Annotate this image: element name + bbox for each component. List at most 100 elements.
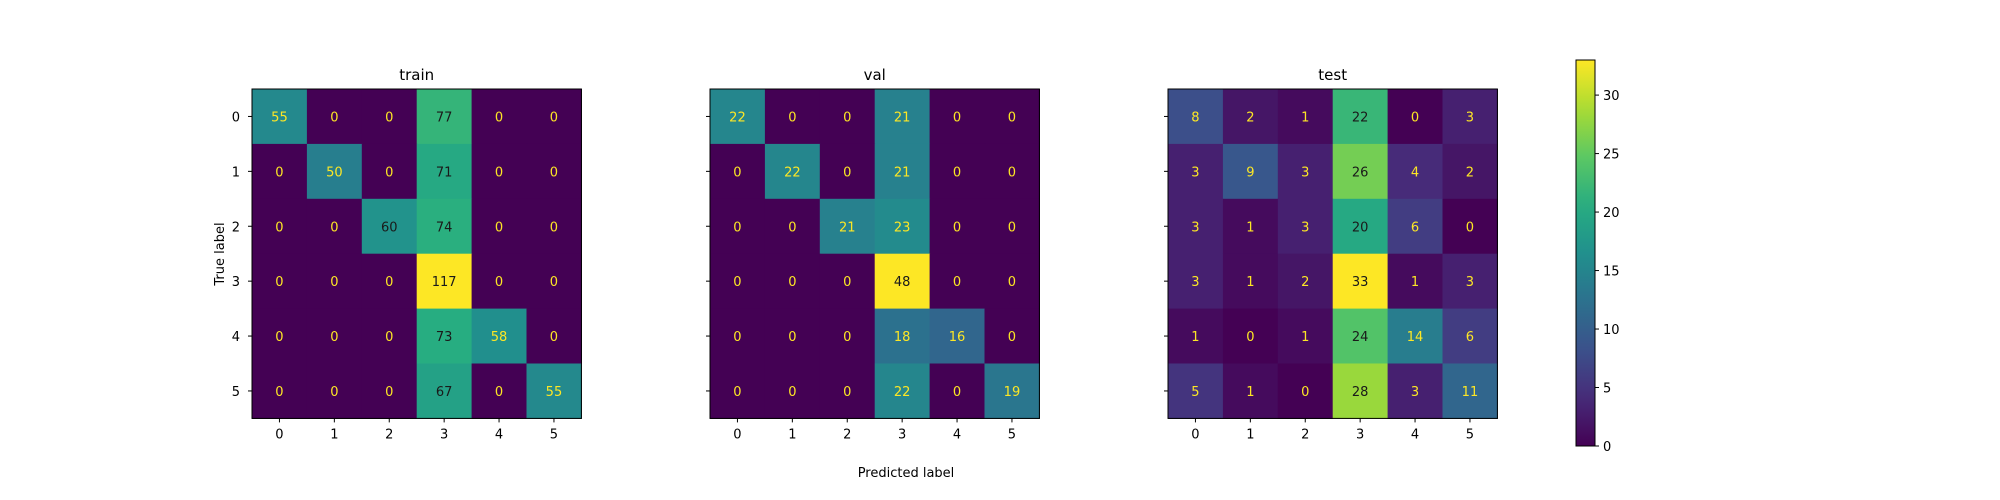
cell-value-label: 55 [271, 110, 288, 125]
heatmap-cell [1387, 143, 1444, 200]
axes-frame [1167, 88, 1498, 419]
heatmap-cell [1442, 143, 1498, 200]
heatmap-cell [874, 308, 931, 365]
heatmap-cell [764, 308, 821, 365]
cell-value-label: 0 [733, 165, 741, 180]
panel-title: train [399, 66, 434, 84]
heatmap-cell [252, 89, 308, 145]
y-tick-label: 0 [232, 110, 240, 125]
heatmap-cell [874, 89, 931, 145]
heatmap-cell [306, 198, 363, 255]
heatmap-cell [361, 89, 418, 145]
colorbar-tick-label: 0 [1603, 440, 1611, 455]
cell-value-label: 22 [784, 165, 801, 180]
cell-value-label: 0 [275, 385, 283, 400]
cell-value-label: 71 [436, 165, 453, 180]
colorbar-tick-label: 5 [1603, 382, 1611, 397]
cell-value-label: 0 [495, 110, 503, 125]
heatmap-cell [710, 198, 766, 255]
cell-value-label: 117 [432, 275, 457, 290]
cell-value-label: 58 [491, 330, 508, 345]
x-tick-label: 4 [1411, 427, 1419, 442]
x-tick-label: 3 [440, 427, 448, 442]
cell-value-label: 0 [788, 110, 796, 125]
heatmap-cell [874, 143, 931, 200]
x-tick-label: 3 [1356, 427, 1364, 442]
heatmap-cell [1387, 253, 1444, 310]
heatmap-cell [984, 143, 1040, 200]
heatmap-cell [416, 143, 473, 200]
cell-value-label: 0 [788, 330, 796, 345]
heatmap-cell [1222, 253, 1279, 310]
cell-value-label: 24 [1352, 330, 1369, 345]
heatmap-cell [416, 253, 473, 310]
cell-value-label: 21 [894, 165, 911, 180]
cell-value-label: 0 [275, 275, 283, 290]
cell-value-label: 0 [550, 330, 558, 345]
cell-value-label: 0 [385, 110, 393, 125]
heatmap-cell [710, 143, 766, 200]
heatmap-cell [764, 89, 821, 145]
cell-value-label: 2 [1246, 110, 1254, 125]
heatmap-cell [416, 89, 473, 145]
x-tick-label: 5 [1466, 427, 1474, 442]
heatmap-cell [929, 308, 986, 365]
cell-value-label: 0 [953, 165, 961, 180]
axes-frame [251, 88, 582, 419]
heatmap-cell [1222, 198, 1279, 255]
heatmap-cell [874, 198, 931, 255]
heatmap-cell [526, 308, 582, 365]
cell-value-label: 18 [894, 330, 911, 345]
y-tick-label: 5 [232, 385, 240, 400]
heatmap-cell [984, 253, 1040, 310]
cell-value-label: 0 [788, 275, 796, 290]
heatmap-cell [764, 363, 821, 419]
heatmap-cell [361, 143, 418, 200]
heatmap-cell [1168, 143, 1224, 200]
cell-value-label: 0 [1246, 330, 1254, 345]
heatmap-cell [361, 198, 418, 255]
heatmap-cell [819, 308, 876, 365]
x-tick-label: 5 [1008, 427, 1016, 442]
cell-value-label: 0 [550, 165, 558, 180]
cell-value-label: 0 [1466, 220, 1474, 235]
cell-value-label: 0 [953, 385, 961, 400]
heatmap-cell [1168, 89, 1224, 145]
cell-value-label: 22 [1352, 110, 1369, 125]
x-tick-label: 3 [898, 427, 906, 442]
cell-value-label: 19 [1004, 385, 1021, 400]
cell-value-label: 0 [733, 275, 741, 290]
cell-value-label: 3 [1301, 165, 1309, 180]
heatmap-cell [471, 363, 528, 419]
heatmap-cell [1277, 308, 1334, 365]
heatmap-cell [1442, 363, 1498, 419]
cell-value-label: 1 [1191, 330, 1199, 345]
cell-value-label: 0 [843, 275, 851, 290]
heatmap-cell [1332, 363, 1389, 419]
x-tick-label: 4 [953, 427, 961, 442]
heatmap-cell [1387, 308, 1444, 365]
cell-value-label: 0 [330, 330, 338, 345]
cell-value-label: 33 [1352, 275, 1369, 290]
heatmap-cell [1332, 143, 1389, 200]
cell-value-label: 67 [436, 385, 453, 400]
cell-value-label: 0 [733, 220, 741, 235]
cell-value-label: 14 [1407, 330, 1424, 345]
heatmap-cell [1277, 143, 1334, 200]
cell-value-label: 26 [1352, 165, 1369, 180]
cell-value-label: 0 [1008, 330, 1016, 345]
cell-value-label: 0 [843, 330, 851, 345]
heatmap-cell [526, 253, 582, 310]
cell-value-label: 73 [436, 330, 453, 345]
heatmap-cell [1387, 198, 1444, 255]
cell-value-label: 0 [330, 385, 338, 400]
colorbar: 0 5 10 15 20 25 30 [1575, 59, 1620, 455]
cell-value-label: 0 [843, 385, 851, 400]
cell-value-label: 0 [788, 385, 796, 400]
x-axis-label: Predicted label [858, 466, 955, 481]
cell-value-label: 22 [729, 110, 746, 125]
x-tick-label: 2 [385, 427, 393, 442]
heatmap-cell [1222, 363, 1279, 419]
